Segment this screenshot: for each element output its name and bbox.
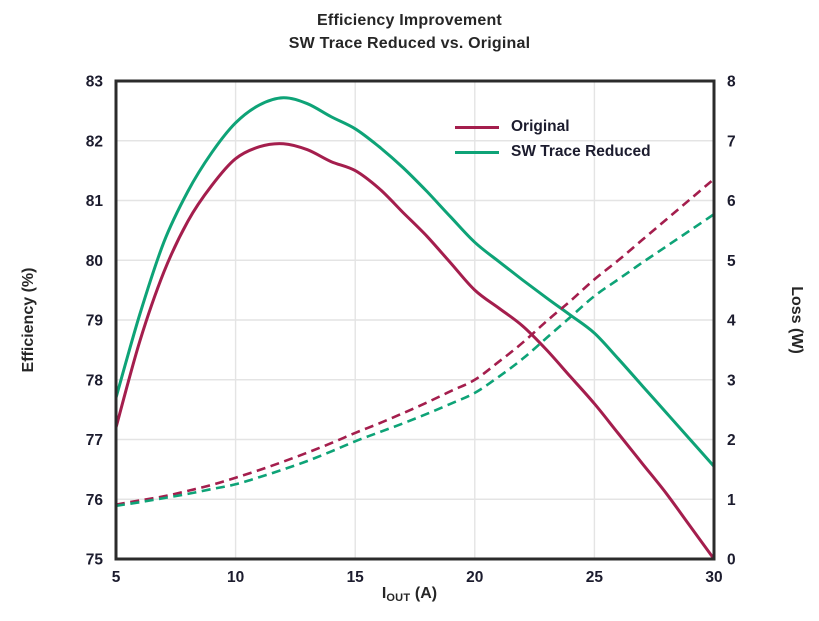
y-left-tick-label: 77 [86, 432, 103, 449]
y-right-tick-label: 1 [727, 492, 736, 509]
y-left-tick-label: 81 [86, 193, 104, 210]
legend-label-original: Original [511, 118, 570, 135]
y-right-tick-label: 4 [727, 313, 736, 330]
original-line-swatch [455, 125, 499, 129]
y-left-tick-label: 79 [86, 313, 104, 330]
y-right-tick-label: 8 [727, 74, 736, 91]
chart-subtitle: SW Trace Reduced vs. Original [288, 35, 531, 52]
y-right-tick-label: 0 [727, 552, 736, 569]
series-line-sw-trace-reduced-loss- [115, 213, 715, 508]
y-right-tick-label: 5 [727, 253, 736, 270]
y-right-axis-title: Loss (W) [788, 286, 805, 354]
legend-label-sw-trace-reduced: SW Trace Reduced [511, 143, 651, 160]
y-left-tick-label: 82 [86, 133, 103, 150]
x-axis-title: IOUT (A) [0, 585, 819, 604]
legend-item-original: Original [455, 116, 651, 138]
y-left-tick-label: 76 [86, 492, 104, 509]
y-right-tick-label: 6 [727, 193, 736, 210]
chart-legend: Original SW Trace Reduced [455, 116, 651, 163]
x-tick-label: 10 [227, 569, 244, 586]
y-left-tick-label: 83 [86, 74, 104, 91]
x-tick-label: 30 [705, 569, 722, 586]
x-tick-label: 25 [586, 569, 604, 586]
y-left-axis-title: Efficiency (%) [20, 268, 37, 373]
chart-title: Efficiency Improvement [317, 12, 502, 29]
legend-item-sw-trace-reduced: SW Trace Reduced [455, 141, 651, 163]
x-tick-label: 5 [112, 569, 121, 586]
plot-border [114, 79, 716, 561]
y-right-tick-label: 7 [727, 133, 736, 150]
y-left-tick-label: 80 [86, 253, 103, 270]
sw-trace-reduced-line-swatch [455, 150, 499, 154]
x-tick-label: 15 [347, 569, 365, 586]
x-axis-symbol: I [381, 585, 387, 602]
y-left-tick-label: 75 [86, 552, 104, 569]
x-tick-label: 20 [466, 569, 483, 586]
y-left-tick-label: 78 [86, 372, 104, 389]
y-right-tick-label: 3 [727, 372, 736, 389]
x-axis-subscript: OUT [386, 592, 411, 604]
series-line-sw-trace-reduced [114, 96, 716, 468]
series-line-original-loss- [115, 178, 715, 506]
series-line-original [114, 142, 716, 560]
y-right-tick-label: 2 [727, 432, 736, 449]
x-axis-unit: (A) [410, 585, 438, 602]
